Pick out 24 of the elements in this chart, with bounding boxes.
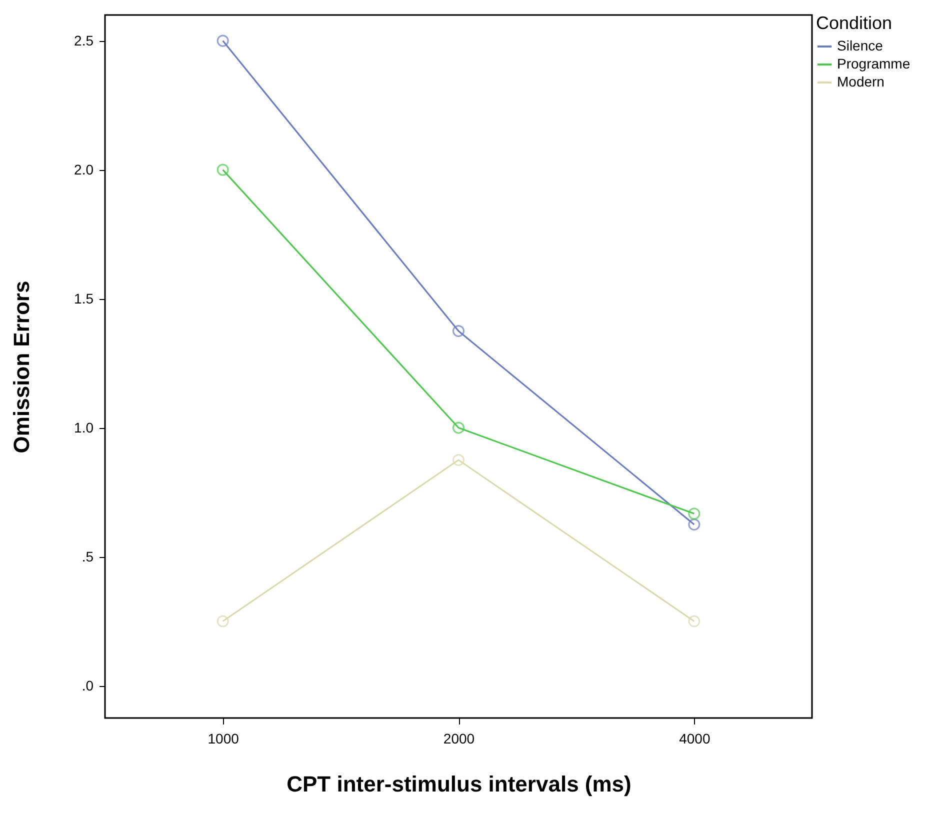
legend-label: Programme — [837, 56, 910, 72]
x-axis-title: CPT inter-stimulus intervals (ms) — [286, 772, 632, 796]
legend-title: Condition — [816, 13, 892, 33]
legend-label: Silence — [837, 38, 884, 54]
y-tick-label: 2.5 — [74, 32, 94, 48]
y-tick-label: .5 — [82, 548, 94, 564]
point — [216, 164, 229, 176]
point — [216, 34, 229, 47]
x-tick-label: 2000 — [443, 730, 475, 746]
legend-label: Modern — [837, 74, 884, 90]
point — [688, 518, 700, 531]
point — [452, 324, 465, 338]
point — [688, 508, 700, 520]
y-axis-title: Omission Errors — [9, 280, 34, 454]
y-tick-label: .0 — [82, 677, 94, 694]
point — [688, 615, 700, 628]
point — [452, 422, 465, 434]
x-tick-label: 1000 — [208, 730, 240, 746]
x-tick-label: 4000 — [679, 730, 710, 746]
y-tick-label: 2.0 — [74, 161, 94, 178]
point — [452, 454, 465, 466]
point — [216, 615, 229, 628]
y-tick-label: 1.5 — [74, 290, 94, 306]
y-tick-label: 1.0 — [74, 419, 94, 436]
